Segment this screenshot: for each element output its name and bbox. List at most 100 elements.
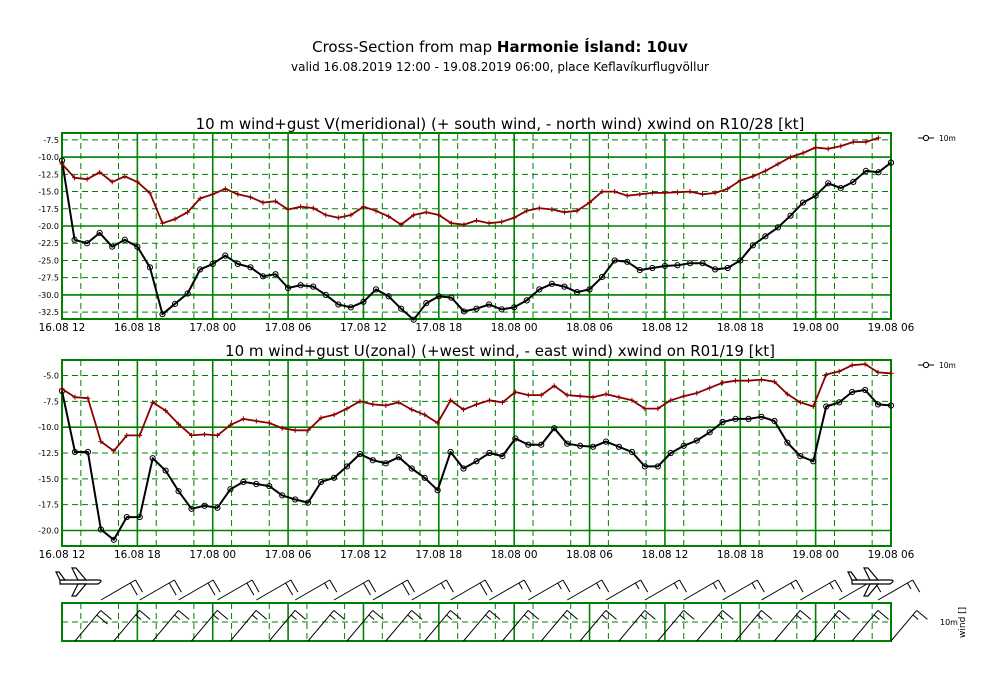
data-point-wind: [292, 496, 299, 503]
data-point-gust: [240, 416, 246, 422]
y-tick-label: -27.5: [38, 274, 59, 283]
data-point-wind: [272, 271, 279, 278]
data-point-gust: [662, 190, 668, 196]
data-point-wind: [382, 460, 389, 467]
data-point-gust: [97, 169, 103, 175]
data-point-wind: [706, 429, 713, 436]
data-point-wind: [674, 262, 681, 269]
data-point-wind: [693, 437, 700, 444]
data-point-wind: [758, 413, 765, 420]
data-point-gust: [227, 422, 233, 428]
wind-barb-bottom: [774, 610, 812, 642]
data-point-gust: [784, 391, 790, 397]
data-point-wind: [448, 294, 455, 301]
data-point-wind: [564, 440, 571, 447]
figure-title-bold: Harmonie Ísland: 10uv: [496, 38, 688, 56]
data-point-wind: [71, 236, 78, 243]
data-point-wind: [421, 474, 428, 481]
data-point-wind: [121, 236, 128, 243]
data-point-wind: [699, 260, 706, 267]
data-point-wind: [586, 286, 593, 293]
data-point-wind: [686, 260, 694, 267]
data-point-wind: [628, 448, 636, 456]
data-point-gust: [838, 143, 844, 149]
barb-axis-label: wind []: [958, 607, 968, 638]
data-point-wind: [602, 438, 610, 445]
wind-barb-top: [683, 579, 726, 601]
y-tick-label: -7.5: [43, 397, 59, 406]
figure-title: Cross-Section from map Harmonie Ísland: …: [0, 38, 1000, 56]
y-tick-label: -12.5: [38, 449, 59, 458]
y-tick-label: -22.5: [38, 239, 59, 248]
wind-barb-bottom: [463, 610, 501, 642]
wind-barb-bottom: [74, 610, 112, 642]
wind-barb-bottom: [191, 610, 229, 642]
y-tick-label: -25.0: [38, 256, 59, 265]
y-tick-label: -17.5: [38, 501, 59, 510]
legend-label: 10m: [939, 134, 956, 143]
data-point-wind: [667, 449, 674, 457]
data-point-gust: [746, 378, 752, 384]
x-tick-label: 18.08 18: [717, 549, 764, 561]
data-point-wind: [762, 233, 769, 240]
legend-label: 10m: [939, 361, 956, 370]
data-point-wind: [849, 388, 856, 396]
data-point-wind: [385, 293, 392, 300]
y-tick-label: -15.0: [38, 188, 59, 197]
data-point-gust: [273, 198, 279, 204]
x-tick-label: 17.08 00: [189, 322, 236, 334]
wind-barb-bottom: [230, 610, 268, 642]
data-point-gust: [159, 220, 165, 226]
wind-barb-bottom: [268, 610, 307, 642]
x-tick-label: 19.08 00: [792, 549, 839, 561]
data-point-gust: [616, 394, 622, 400]
data-point-gust: [712, 190, 718, 196]
y-tick-label: -10.0: [38, 153, 59, 162]
plot-frame: [61, 359, 892, 547]
data-point-wind: [171, 300, 179, 307]
wind-barb-bottom: [579, 610, 617, 642]
figure-subtitle: valid 16.08.2019 12:00 - 19.08.2019 06:0…: [290, 60, 709, 74]
data-point-wind: [360, 298, 367, 305]
data-point-wind: [71, 448, 79, 456]
data-point-wind: [110, 536, 117, 543]
data-point-gust: [875, 369, 881, 375]
wind-barb-top: [294, 579, 338, 601]
data-point-gust: [655, 406, 661, 412]
data-point-wind: [149, 455, 156, 462]
wind-barb-bottom: [618, 610, 656, 642]
wind-barb-bottom: [385, 610, 423, 642]
data-point-gust: [599, 189, 605, 195]
data-point-gust: [733, 378, 739, 384]
wind-barb-top: [644, 579, 687, 601]
data-point-gust: [396, 399, 402, 405]
data-point-wind: [209, 260, 216, 267]
data-point-wind: [259, 273, 267, 280]
data-point-wind: [473, 305, 480, 312]
data-point-wind: [712, 266, 719, 273]
wind-barb-bottom: [657, 610, 695, 642]
y-tick-label: -30.0: [38, 291, 59, 300]
data-point-gust: [512, 389, 518, 395]
data-point-gust: [863, 139, 869, 145]
y-tick-label: -15.0: [38, 475, 59, 484]
data-point-gust: [700, 191, 706, 197]
data-point-wind: [561, 283, 568, 290]
data-point-gust: [253, 418, 259, 424]
data-point-gust: [486, 397, 492, 403]
data-point-wind: [511, 304, 518, 311]
x-tick-label: 17.08 12: [340, 322, 387, 334]
data-point-wind: [724, 264, 731, 272]
data-point-gust: [637, 191, 643, 197]
y-tick-label: -12.5: [38, 170, 59, 179]
data-point-wind: [343, 463, 351, 470]
data-point-gust: [411, 212, 417, 218]
data-point-wind: [615, 443, 623, 450]
x-tick-label: 18.08 12: [642, 322, 689, 334]
series-line-gust: [61, 136, 879, 226]
data-point-wind: [719, 418, 726, 426]
data-point-gust: [725, 186, 731, 192]
wind-barb-top: [256, 579, 299, 601]
data-point-gust: [694, 390, 700, 396]
y-tick-label: -32.5: [38, 308, 59, 317]
